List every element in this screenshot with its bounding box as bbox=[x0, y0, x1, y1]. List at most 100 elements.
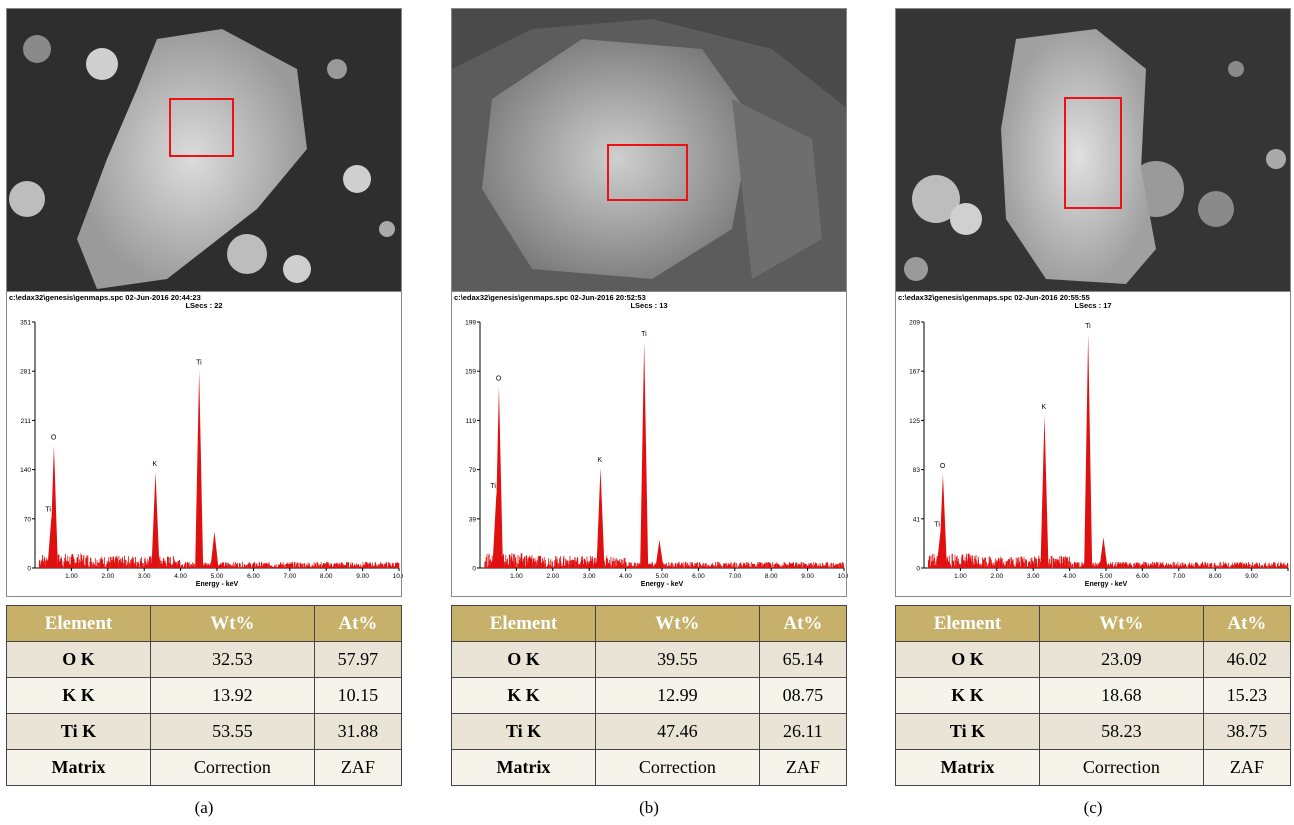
cell-element: Matrix bbox=[895, 749, 1040, 786]
cell-element: O K bbox=[895, 641, 1040, 678]
composition-table-b: Element Wt% At% O K 39.55 65.14 K K 12.9… bbox=[451, 605, 848, 786]
peak-label: O bbox=[496, 375, 502, 382]
panel-b: c:\edax32\genesis\genmaps.spc 02-Jun-201… bbox=[451, 8, 848, 786]
cell-element: Matrix bbox=[6, 749, 151, 786]
cell-wt: 53.55 bbox=[149, 713, 315, 750]
x-tick-label: 3.00 bbox=[583, 573, 596, 580]
x-axis-label: Energy - keV bbox=[641, 581, 684, 588]
eds-chart-c: 0 41 83 125 167 209 1.00 2.00 3.00 4.00 5.00 6.00 7.… bbox=[909, 320, 1289, 588]
table-row: K K 13.92 10.15 bbox=[6, 677, 403, 714]
y-tick-label: 41 bbox=[913, 516, 921, 523]
cell-at: 46.02 bbox=[1202, 641, 1292, 678]
peak-label: Ti bbox=[490, 483, 496, 490]
x-tick-label: 7.00 bbox=[283, 573, 296, 580]
table-row: O K 23.09 46.02 bbox=[895, 641, 1292, 678]
y-tick-label: 39 bbox=[469, 516, 477, 523]
y-tick-label: 209 bbox=[909, 320, 920, 327]
x-tick-label: 1.00 bbox=[510, 573, 523, 580]
table-row: Matrix Correction ZAF bbox=[6, 749, 403, 786]
x-tick-label: 5.00 bbox=[211, 573, 224, 580]
y-tick-label: 199 bbox=[465, 320, 476, 327]
cell-at: 08.75 bbox=[758, 677, 848, 714]
x-tick-label: 5.00 bbox=[1100, 573, 1113, 580]
cell-at: 65.14 bbox=[758, 641, 848, 678]
x-tick-label: 9.00 bbox=[1245, 573, 1258, 580]
eds-spectrum-c: c:\edax32\genesis\genmaps.spc 02-Jun-201… bbox=[895, 292, 1291, 597]
x-tick-label: 1.00 bbox=[954, 573, 967, 580]
table-row: K K 12.99 08.75 bbox=[451, 677, 848, 714]
sem-micrograph-c bbox=[896, 9, 1290, 291]
cell-wt: 58.23 bbox=[1038, 713, 1204, 750]
cell-element: Ti K bbox=[6, 713, 151, 750]
y-tick-label: 281 bbox=[20, 369, 31, 376]
peak-label: O bbox=[51, 434, 57, 441]
cell-wt: Correction bbox=[594, 749, 760, 786]
y-tick-label: 167 bbox=[909, 369, 920, 376]
eds-lsecs-b: LSecs : 13 bbox=[630, 301, 668, 310]
panel-a: c:\edax32\genesis\genmaps.spc 02-Jun-201… bbox=[6, 8, 403, 786]
y-tick-label: 70 bbox=[24, 516, 32, 523]
cell-wt: 13.92 bbox=[149, 677, 315, 714]
cell-element: Ti K bbox=[451, 713, 596, 750]
spectrum-peak bbox=[1040, 414, 1049, 568]
cell-wt: 39.55 bbox=[594, 641, 760, 678]
cell-element: Matrix bbox=[451, 749, 596, 786]
cell-element: K K bbox=[6, 677, 151, 714]
table-row: O K 39.55 65.14 bbox=[451, 641, 848, 678]
x-tick-label: 2.00 bbox=[546, 573, 559, 580]
header-element: Element bbox=[451, 605, 596, 642]
x-tick-label: 7.00 bbox=[1172, 573, 1185, 580]
x-tick-label: 1.00 bbox=[65, 573, 78, 580]
x-tick-label: 10.0 bbox=[838, 573, 848, 580]
cell-at: ZAF bbox=[313, 749, 403, 786]
cell-wt: 12.99 bbox=[594, 677, 760, 714]
y-tick-label: 79 bbox=[469, 467, 477, 474]
header-wt: Wt% bbox=[149, 605, 315, 642]
header-element: Element bbox=[895, 605, 1040, 642]
sem-image-b bbox=[451, 8, 847, 292]
cell-wt: 23.09 bbox=[1038, 641, 1204, 678]
eds-chart-a: 0 70 140 211 281 351 1.00 2.00 3.00 4.00 5.00 6.00 7… bbox=[20, 320, 403, 589]
selection-box-a bbox=[169, 98, 234, 157]
selection-box-b bbox=[607, 144, 688, 201]
cell-element: O K bbox=[451, 641, 596, 678]
cell-at: ZAF bbox=[1202, 749, 1292, 786]
eds-lsecs-c: LSecs : 17 bbox=[1074, 301, 1112, 310]
x-axis-label: Energy - keV bbox=[196, 581, 239, 588]
table-row: Ti K 53.55 31.88 bbox=[6, 713, 403, 750]
eds-file-header-a: c:\edax32\genesis\genmaps.spc 02-Jun-201… bbox=[9, 293, 201, 302]
x-tick-label: 7.00 bbox=[728, 573, 741, 580]
x-tick-label: 3.00 bbox=[1027, 573, 1040, 580]
x-tick-label: 4.00 bbox=[1063, 573, 1076, 580]
x-tick-label: 8.00 bbox=[765, 573, 778, 580]
cell-element: K K bbox=[451, 677, 596, 714]
spectrum-peak bbox=[1099, 537, 1108, 568]
sem-micrograph-b bbox=[452, 9, 846, 291]
peak-label: K bbox=[152, 461, 157, 468]
x-tick-label: 8.00 bbox=[1209, 573, 1222, 580]
sem-micrograph-a bbox=[7, 9, 401, 291]
peak-label: O bbox=[940, 463, 946, 470]
spectrum-background bbox=[484, 553, 845, 568]
x-tick-label: 4.00 bbox=[174, 573, 187, 580]
eds-lsecs-a: LSecs : 22 bbox=[185, 301, 223, 310]
spectrum-peak bbox=[640, 341, 649, 568]
y-tick-label: 351 bbox=[20, 320, 31, 327]
header-at: At% bbox=[313, 605, 403, 642]
y-tick-label: 0 bbox=[916, 566, 920, 573]
table-row: Matrix Correction ZAF bbox=[895, 749, 1292, 786]
table-row: O K 32.53 57.97 bbox=[6, 641, 403, 678]
header-wt: Wt% bbox=[594, 605, 760, 642]
eds-spectrum-b: c:\edax32\genesis\genmaps.spc 02-Jun-201… bbox=[451, 292, 848, 597]
eds-file-header-c: c:\edax32\genesis\genmaps.spc 02-Jun-201… bbox=[898, 293, 1090, 302]
header-wt: Wt% bbox=[1038, 605, 1204, 642]
table-row: Matrix Correction ZAF bbox=[451, 749, 848, 786]
x-tick-label: 3.00 bbox=[138, 573, 151, 580]
header-at: At% bbox=[1202, 605, 1292, 642]
x-tick-label: 6.00 bbox=[692, 573, 705, 580]
header-element: Element bbox=[6, 605, 151, 642]
spectrum-peak bbox=[936, 532, 945, 568]
spectrum-background bbox=[39, 553, 400, 568]
cell-at: 57.97 bbox=[313, 641, 403, 678]
spectrum-peak bbox=[655, 539, 664, 568]
